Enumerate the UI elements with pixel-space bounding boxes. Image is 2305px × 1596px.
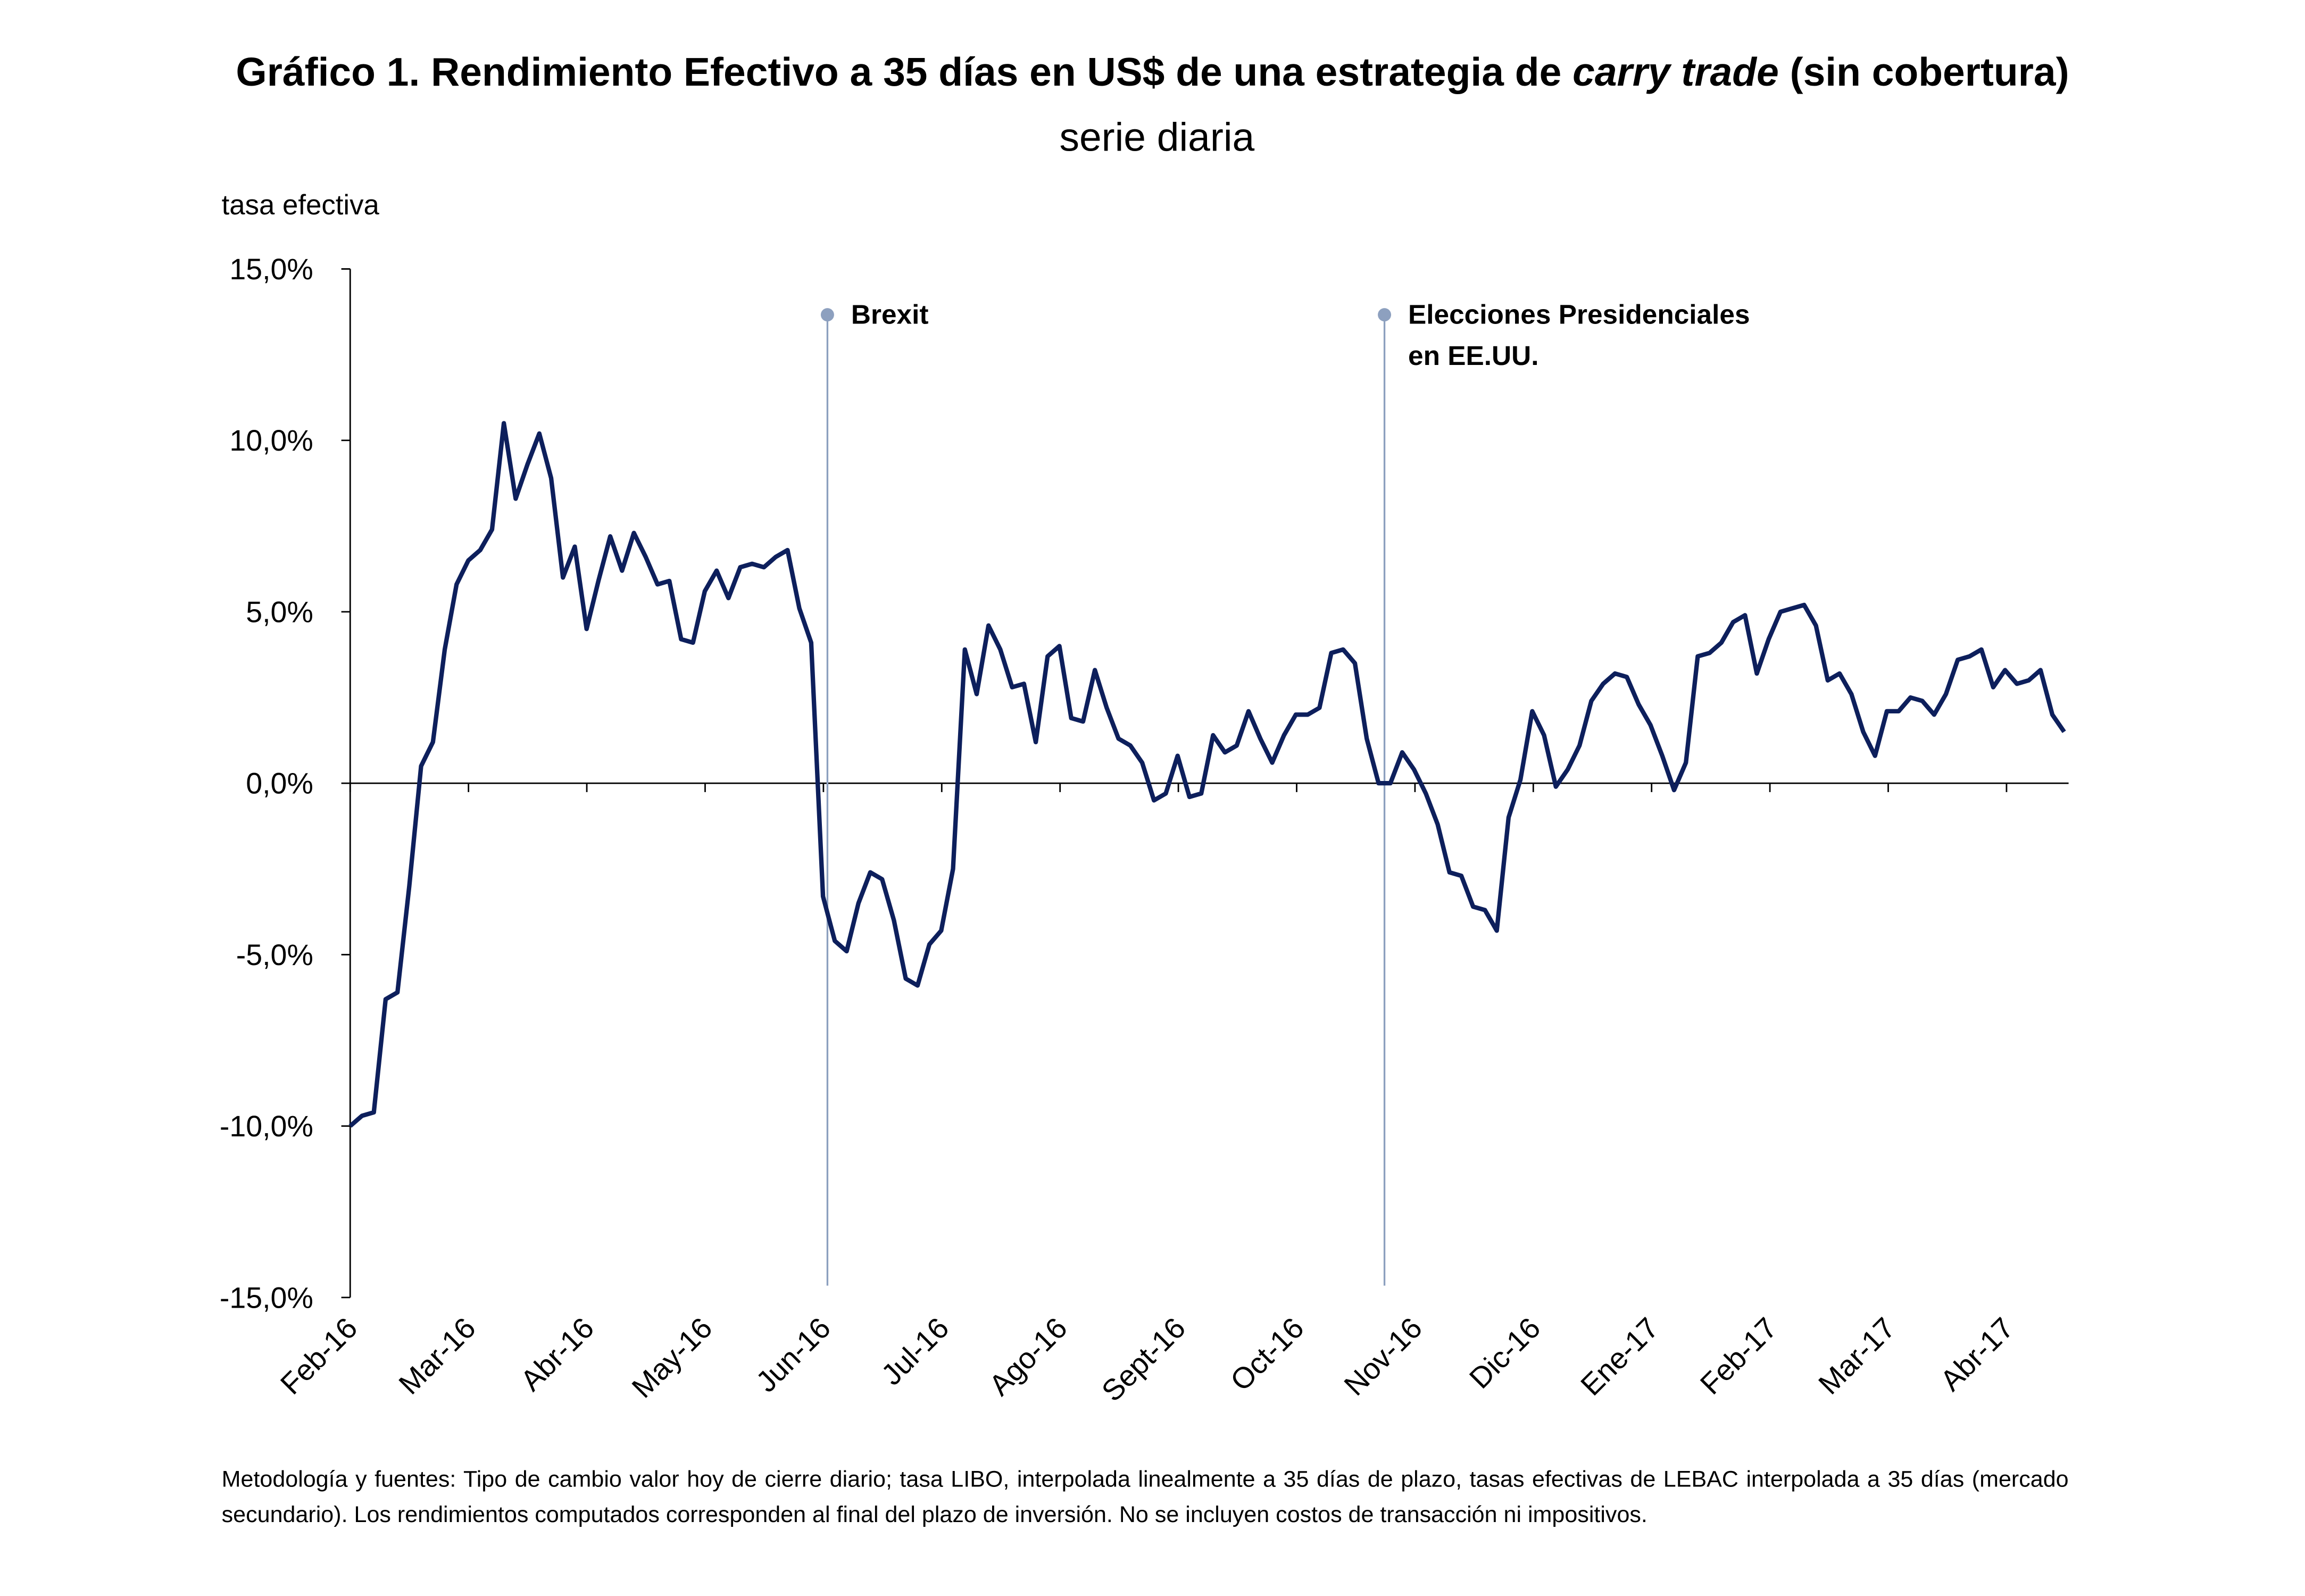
annotation: Elecciones Presidenciales	[1408, 298, 1750, 329]
title-part: Gráfico 1. Rendimiento Efectivo a 35 día…	[236, 49, 1561, 94]
footnote: Metodología y fuentes: Tipo de cambio va…	[221, 1467, 2069, 1528]
y-tick-label: 0,0%	[246, 767, 313, 800]
x-tick-label: Ene-17	[1574, 1311, 1665, 1402]
x-tick-label: Jul-16	[875, 1311, 955, 1392]
annotation: en EE.UU.	[1408, 340, 1539, 371]
x-tick-label: Jun-16	[750, 1311, 837, 1399]
event-marker	[820, 308, 834, 322]
x-tick-label: Abr-16	[514, 1311, 601, 1398]
data-line	[348, 421, 2066, 1128]
y-tick-label: -15,0%	[220, 1281, 313, 1314]
x-tick-label: Nov-16	[1338, 1311, 1428, 1402]
y-tick-label: -10,0%	[220, 1110, 313, 1143]
y-tick-label: 10,0%	[229, 424, 313, 457]
chart-subtitle: serie diaria	[1059, 114, 1254, 159]
x-tick-label: Mar-17	[1812, 1311, 1901, 1401]
title-part: (sin cobertura)	[1790, 49, 2069, 94]
event-marker	[1378, 308, 1392, 322]
y-tick-label: 15,0%	[229, 253, 313, 286]
x-tick-label: Ago-16	[983, 1311, 1073, 1402]
x-tick-label: Sept-16	[1095, 1311, 1192, 1408]
y-axis-label: tasa efectiva	[222, 189, 380, 221]
x-tick-label: May-16	[626, 1311, 719, 1404]
x-tick-label: Feb-16	[274, 1311, 363, 1401]
x-tick-label: Dic-16	[1463, 1311, 1546, 1395]
x-tick-label: Mar-16	[393, 1311, 482, 1401]
x-tick-label: Abr-17	[1934, 1311, 2020, 1398]
annotation: Brexit	[851, 298, 929, 329]
x-tick-label: Feb-17	[1694, 1311, 1783, 1401]
chart-title: Gráfico 1. Rendimiento Efectivo a 35 día…	[236, 49, 2069, 94]
title-part: carry trade	[1572, 49, 1779, 94]
x-tick-label: Oct-16	[1224, 1311, 1310, 1398]
y-tick-label: 5,0%	[246, 595, 313, 628]
y-tick-label: -5,0%	[236, 938, 313, 971]
